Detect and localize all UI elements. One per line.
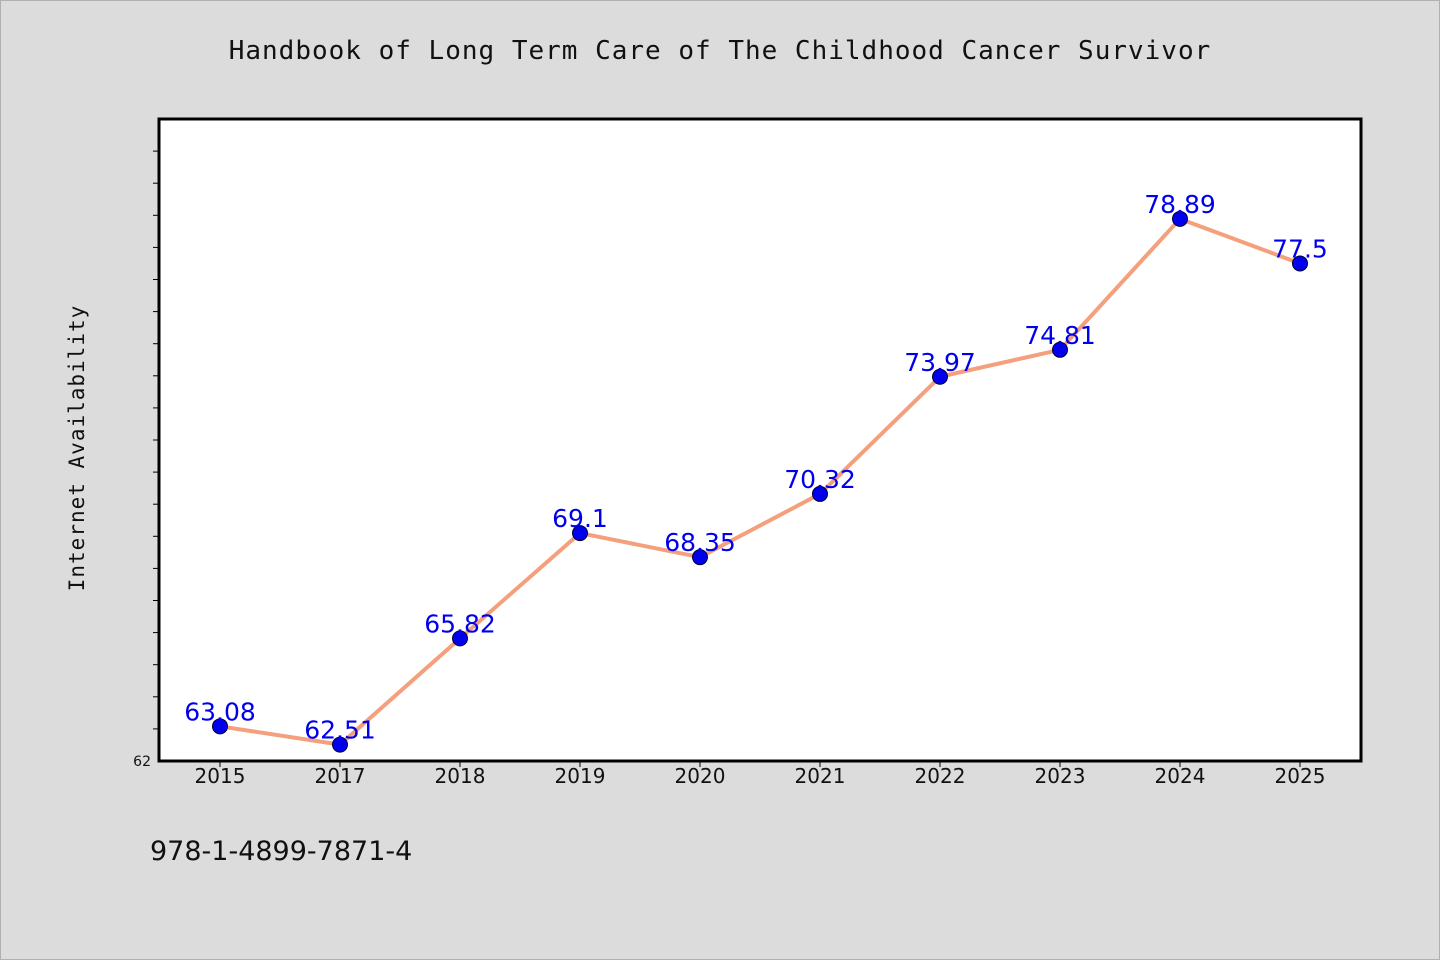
x-tick-label: 2024 bbox=[1155, 764, 1206, 788]
x-tick-label: 2018 bbox=[435, 764, 486, 788]
series-line bbox=[218, 216, 1302, 747]
data-label: 69.1 bbox=[552, 504, 608, 533]
x-tick-label: 2021 bbox=[795, 764, 846, 788]
data-label: 62.51 bbox=[304, 716, 376, 745]
data-point bbox=[452, 630, 468, 647]
data-point bbox=[932, 368, 948, 385]
data-point bbox=[1052, 341, 1068, 358]
data-label: 63.08 bbox=[184, 697, 256, 726]
y-tick-label: 62 bbox=[133, 754, 151, 770]
data-point bbox=[692, 549, 708, 566]
data-label: 68.35 bbox=[664, 528, 736, 557]
chart-title: Handbook of Long Term Care of The Childh… bbox=[228, 36, 1212, 66]
x-tick-label: 2022 bbox=[915, 764, 966, 788]
data-point bbox=[812, 485, 828, 502]
x-tick-label: 2023 bbox=[1035, 764, 1086, 788]
x-tick-label: 2025 bbox=[1275, 764, 1326, 788]
data-label: 70.32 bbox=[784, 465, 856, 494]
x-tick-label: 2015 bbox=[195, 764, 246, 788]
plot-area bbox=[157, 117, 1363, 763]
data-label: 65.82 bbox=[424, 609, 496, 638]
data-point bbox=[1292, 255, 1308, 272]
data-point bbox=[1172, 210, 1188, 227]
isbn-text: 978-1-4899-7871-4 bbox=[150, 836, 413, 867]
x-tick-label: 2020 bbox=[675, 764, 726, 788]
x-tick-label: 2019 bbox=[555, 764, 606, 788]
data-label: 73.97 bbox=[904, 348, 976, 377]
x-tick-label: 2017 bbox=[315, 764, 366, 788]
data-point bbox=[572, 525, 588, 542]
data-label: 77.5 bbox=[1272, 234, 1328, 263]
data-point bbox=[212, 718, 228, 735]
data-label: 74.81 bbox=[1024, 321, 1096, 350]
data-point bbox=[332, 736, 348, 753]
data-label: 78.89 bbox=[1144, 190, 1216, 219]
